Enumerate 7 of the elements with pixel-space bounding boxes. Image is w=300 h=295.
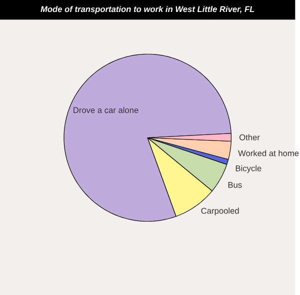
slice-label: Worked at home (238, 150, 299, 156)
slice-label: Bicycle (236, 165, 262, 173)
slice-label: Carpooled (201, 208, 239, 216)
chart-title: Mode of transportation to work in West Little River, FL (40, 6, 254, 14)
slice-label: Other (239, 134, 260, 140)
slice-label: Bus (228, 182, 242, 188)
slice-label: Drove a car alone (74, 106, 138, 113)
